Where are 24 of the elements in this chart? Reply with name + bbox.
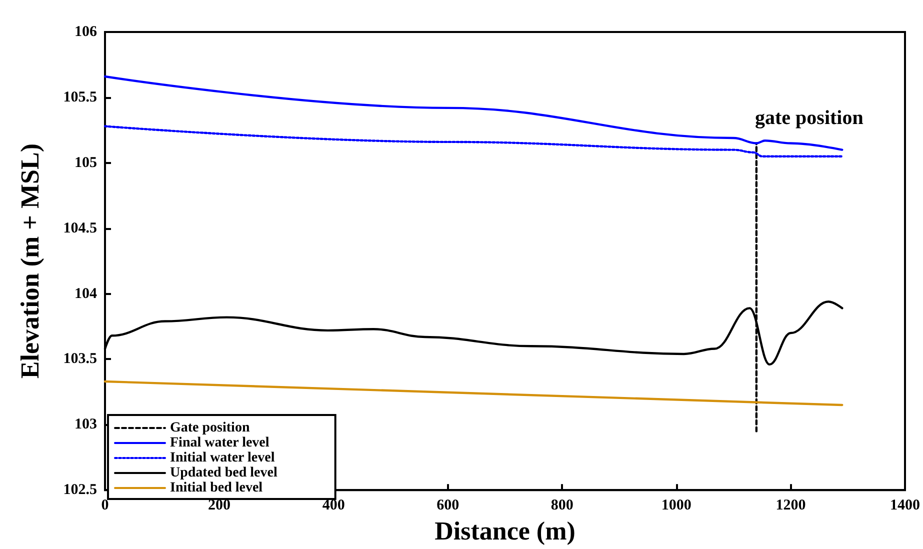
x-tick-label: 1000 xyxy=(661,498,692,514)
x-tick-label: 200 xyxy=(208,498,231,514)
annotation: gate position xyxy=(755,107,864,129)
x-axis-title: Distance (m) xyxy=(434,516,576,546)
x-tick-label: 0 xyxy=(101,498,109,514)
y-tick-label: 104 xyxy=(74,286,98,302)
legend-label: Gate position xyxy=(170,420,250,436)
y-tick-label: 104.5 xyxy=(63,220,97,236)
y-tick-label: 102.5 xyxy=(63,482,97,498)
y-tick-label: 106 xyxy=(74,24,98,40)
legend-label: Initial water level xyxy=(170,450,275,466)
x-tick-label: 1400 xyxy=(890,498,920,514)
legend-label: Updated bed level xyxy=(170,466,278,480)
y-axis-title: Elevation (m + MSL) xyxy=(16,144,44,379)
x-tick-label: 600 xyxy=(436,498,460,514)
legend-label: Final water level xyxy=(170,436,270,450)
y-tick-label: 103 xyxy=(74,416,97,433)
x-tick-label: 1200 xyxy=(776,498,806,514)
x-tick-label: 400 xyxy=(322,498,345,514)
x-tick-label: 800 xyxy=(550,498,574,514)
y-tick-label: 105 xyxy=(74,154,97,171)
legend-label: Initial bed level xyxy=(170,480,263,496)
y-tick-label: 103.5 xyxy=(63,351,97,368)
y-tick-label: 105.5 xyxy=(63,89,97,106)
